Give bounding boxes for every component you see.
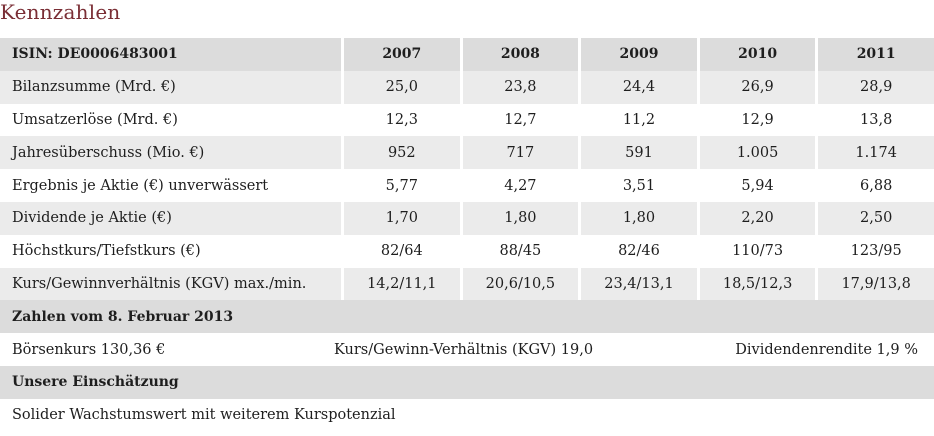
table-cell: 123/95 bbox=[815, 234, 934, 268]
table-header-row: ISIN: DE0006483001 2007 2008 2009 2010 2… bbox=[0, 38, 934, 71]
table-cell: 5,94 bbox=[696, 169, 816, 202]
table-cell: 6,88 bbox=[815, 169, 934, 202]
dividendenrendite-value: Dividendenrendite 1,9 % bbox=[735, 341, 918, 358]
header-year: 2007 bbox=[341, 38, 460, 71]
assessment-heading: Unsere Einschätzung bbox=[12, 374, 179, 391]
row-label: Jahresüberschuss (Mio. €) bbox=[12, 144, 205, 161]
table-cell: 717 bbox=[459, 136, 579, 170]
assessment-text: Solider Wachstumswert mit weiterem Kursp… bbox=[12, 407, 396, 424]
table-cell: 12,3 bbox=[341, 103, 460, 137]
table-cell: 17,9/13,8 bbox=[815, 267, 934, 301]
table-row: Höchstkurs/Tiefstkurs (€) 82/64 88/45 82… bbox=[0, 234, 934, 268]
table-cell: 26,9 bbox=[696, 70, 816, 104]
table-row: Kurs/Gewinnverhältnis (KGV) max./min. 14… bbox=[0, 267, 934, 301]
snapshot-heading: Zahlen vom 8. Februar 2013 bbox=[12, 308, 234, 325]
table-cell: 1.174 bbox=[815, 136, 934, 170]
table-cell: 23,4/13,1 bbox=[578, 267, 697, 301]
assessment-heading-row: Unsere Einschätzung bbox=[0, 365, 934, 399]
table-cell: 3,51 bbox=[578, 169, 697, 202]
row-label: Dividende je Aktie (€) bbox=[12, 210, 172, 227]
snapshot-heading-row: Zahlen vom 8. Februar 2013 bbox=[0, 300, 934, 334]
table-cell: 1,80 bbox=[578, 201, 697, 235]
table-row: Dividende je Aktie (€) 1,70 1,80 1,80 2,… bbox=[0, 201, 934, 235]
table-cell: 1,80 bbox=[459, 201, 579, 235]
snapshot-values-row: Börsenkurs 130,36 € Kurs/Gewinn-Verhältn… bbox=[0, 333, 934, 366]
header-year: 2010 bbox=[696, 38, 816, 71]
header-year: 2009 bbox=[578, 38, 697, 71]
table-cell: 952 bbox=[341, 136, 460, 170]
table-row: Ergebnis je Aktie (€) unverwässert 5,77 … bbox=[0, 169, 934, 202]
table-cell: 14,2/11,1 bbox=[341, 267, 460, 301]
table-cell: 82/46 bbox=[578, 234, 697, 268]
table-row: Umsatzerlöse (Mrd. €) 12,3 12,7 11,2 12,… bbox=[0, 103, 934, 137]
table-cell: 11,2 bbox=[578, 103, 697, 137]
table-cell: 2,50 bbox=[815, 201, 934, 235]
header-isin: ISIN: DE0006483001 bbox=[12, 46, 178, 63]
table-cell: 591 bbox=[578, 136, 697, 170]
page-title: Kennzahlen bbox=[0, 0, 121, 24]
table-cell: 18,5/12,3 bbox=[696, 267, 816, 301]
table-cell: 20,6/10,5 bbox=[459, 267, 579, 301]
table-cell: 82/64 bbox=[341, 234, 460, 268]
table-row: Bilanzsumme (Mrd. €) 25,0 23,8 24,4 26,9… bbox=[0, 70, 934, 104]
table-cell: 110/73 bbox=[696, 234, 816, 268]
table-cell: 23,8 bbox=[459, 70, 579, 104]
header-year: 2011 bbox=[815, 38, 934, 71]
table-cell: 1.005 bbox=[696, 136, 816, 170]
table-cell: 1,70 bbox=[341, 201, 460, 235]
row-label: Umsatzerlöse (Mrd. €) bbox=[12, 111, 178, 128]
table-cell: 28,9 bbox=[815, 70, 934, 104]
row-label: Höchstkurs/Tiefstkurs (€) bbox=[12, 243, 201, 260]
assessment-text-row: Solider Wachstumswert mit weiterem Kursp… bbox=[0, 398, 934, 432]
row-label: Ergebnis je Aktie (€) unverwässert bbox=[12, 177, 269, 194]
table-cell: 12,9 bbox=[696, 103, 816, 137]
row-label: Kurs/Gewinnverhältnis (KGV) max./min. bbox=[12, 275, 307, 292]
table-row: Jahresüberschuss (Mio. €) 952 717 591 1.… bbox=[0, 136, 934, 170]
table-cell: 88/45 bbox=[459, 234, 579, 268]
snapshot-values: Börsenkurs 130,36 € Kurs/Gewinn-Verhältn… bbox=[0, 333, 934, 366]
table-cell: 4,27 bbox=[459, 169, 579, 202]
table-cell: 13,8 bbox=[815, 103, 934, 137]
table-cell: 2,20 bbox=[696, 201, 816, 235]
table-cell: 24,4 bbox=[578, 70, 697, 104]
kgv-value: Kurs/Gewinn-Verhältnis (KGV) 19,0 bbox=[334, 341, 594, 358]
table-cell: 12,7 bbox=[459, 103, 579, 137]
row-label: Bilanzsumme (Mrd. €) bbox=[12, 79, 176, 96]
boersenkurs-value: Börsenkurs 130,36 € bbox=[12, 341, 166, 358]
kennzahlen-table: ISIN: DE0006483001 2007 2008 2009 2010 2… bbox=[0, 38, 934, 432]
table-cell: 25,0 bbox=[341, 70, 460, 104]
header-year: 2008 bbox=[459, 38, 579, 71]
table-cell: 5,77 bbox=[341, 169, 460, 202]
